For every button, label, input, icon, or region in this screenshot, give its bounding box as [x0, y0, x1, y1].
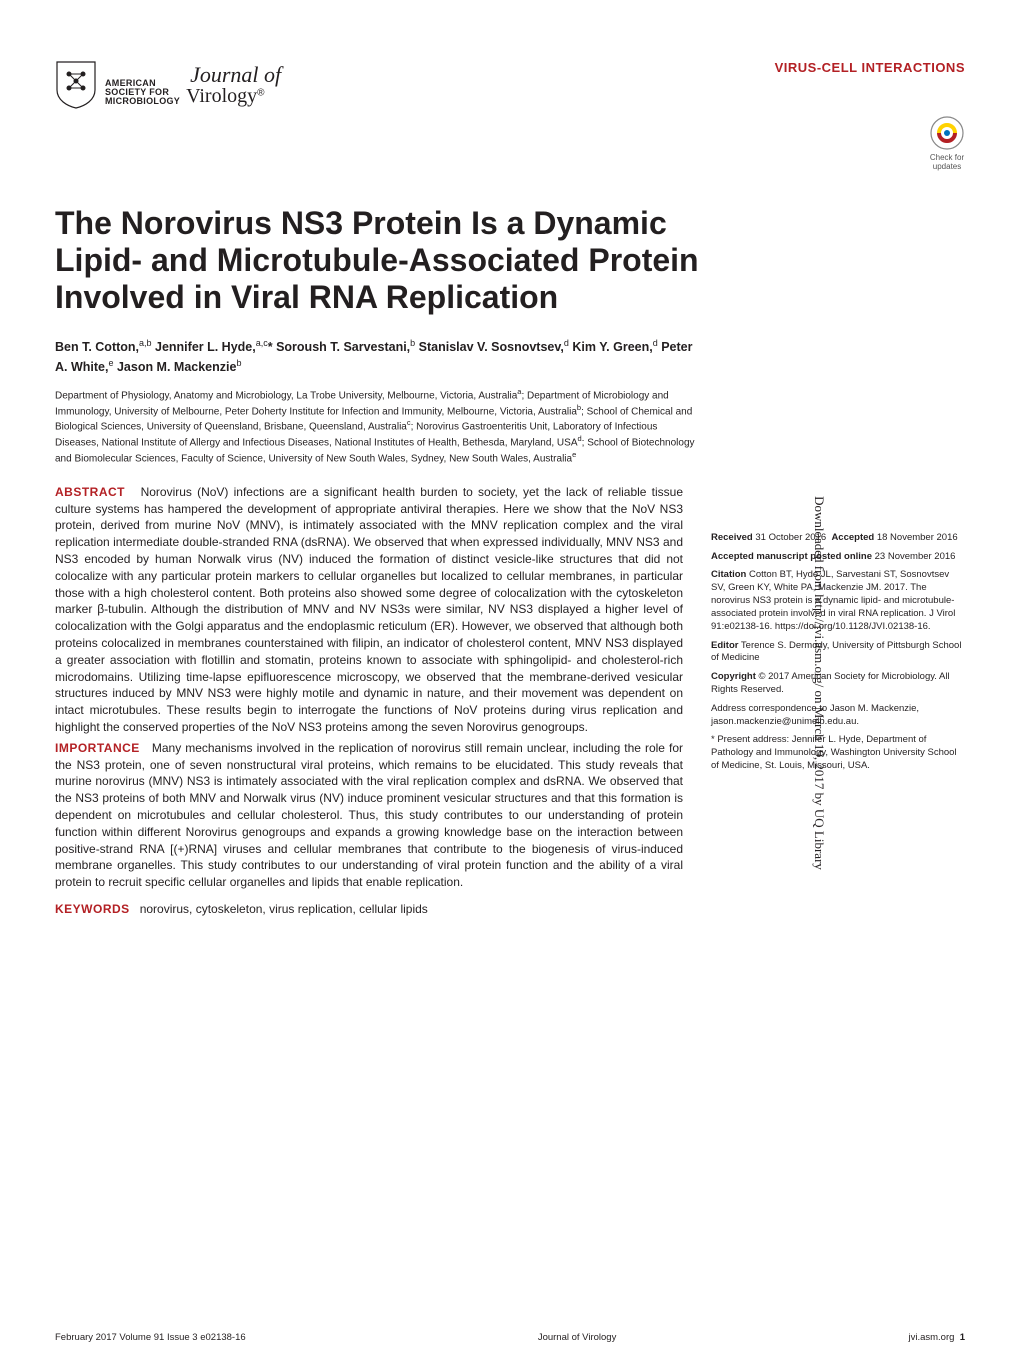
copyright-label: Copyright [711, 671, 756, 682]
importance-text: Many mechanisms involved in the replicat… [55, 741, 683, 889]
crossmark-line1: Check for [929, 153, 965, 162]
abstract-label: ABSTRACT [55, 485, 125, 499]
posted-label: Accepted manuscript posted online [711, 551, 872, 562]
posted-date: 23 November 2016 [875, 551, 956, 562]
download-watermark: Downloaded from http://jvi.asm.org/ on M… [811, 496, 827, 870]
received-label: Received [711, 532, 753, 543]
logo-text: AMERICAN SOCIETY FOR MICROBIOLOGY Journa… [105, 64, 281, 106]
asm-shield-icon [55, 60, 97, 110]
copyright: Copyright © 2017 American Society for Mi… [711, 671, 965, 697]
section-label: VIRUS-CELL INTERACTIONS [775, 60, 965, 75]
editor-label: Editor [711, 640, 738, 651]
authors: Ben T. Cotton,a,b Jennifer L. Hyde,a,c* … [55, 337, 695, 376]
citation-label: Citation [711, 569, 746, 580]
abstract-paragraph: ABSTRACT Norovirus (NoV) infections are … [55, 484, 683, 736]
accepted-label: Accepted [831, 532, 874, 543]
crossmark-badge[interactable]: Check for updates [929, 115, 965, 171]
journal-logo: AMERICAN SOCIETY FOR MICROBIOLOGY Journa… [55, 60, 281, 110]
importance-label: IMPORTANCE [55, 741, 140, 755]
main-columns: ABSTRACT Norovirus (NoV) infections are … [55, 484, 965, 922]
accepted-date: 18 November 2016 [877, 532, 958, 543]
importance-paragraph: IMPORTANCE Many mechanisms involved in t… [55, 740, 683, 891]
editor: Editor Terence S. Dermody, University of… [711, 640, 965, 666]
posted-online: Accepted manuscript posted online 23 Nov… [711, 551, 965, 564]
present-address: * Present address: Jennifer L. Hyde, Dep… [711, 734, 965, 772]
correspondence: Address correspondence to Jason M. Macke… [711, 703, 965, 729]
footer-site: jvi.asm.org [908, 1332, 954, 1343]
crossmark-icon [929, 115, 965, 151]
affiliations: Department of Physiology, Anatomy and Mi… [55, 387, 695, 466]
keywords-line: KEYWORDS norovirus, cytoskeleton, virus … [55, 901, 683, 918]
journal-subname: Virology [186, 85, 257, 107]
keywords-label: KEYWORDS [55, 902, 130, 916]
registered-mark: ® [257, 88, 264, 99]
footer-center: Journal of Virology [538, 1332, 617, 1343]
journal-name: Journal of [190, 62, 281, 87]
page-footer: February 2017 Volume 91 Issue 3 e02138-1… [55, 1332, 965, 1343]
abstract-column: ABSTRACT Norovirus (NoV) infections are … [55, 484, 683, 922]
crossmark-line2: updates [929, 162, 965, 171]
citation-text: Cotton BT, Hyde JL, Sarvestani ST, Sosno… [711, 569, 955, 631]
keywords-text: norovirus, cytoskeleton, virus replicati… [140, 902, 428, 916]
asm-line3: MICROBIOLOGY [105, 97, 180, 106]
footer-right: jvi.asm.org 1 [908, 1332, 965, 1343]
footer-left: February 2017 Volume 91 Issue 3 e02138-1… [55, 1332, 246, 1343]
received-accepted: Received 31 October 2016 Accepted 18 Nov… [711, 532, 965, 545]
abstract-text: Norovirus (NoV) infections are a signifi… [55, 485, 683, 734]
page-header: AMERICAN SOCIETY FOR MICROBIOLOGY Journa… [55, 60, 965, 110]
editor-text: Terence S. Dermody, University of Pittsb… [711, 640, 961, 664]
article-title: The Norovirus NS3 Protein Is a Dynamic L… [55, 205, 715, 315]
meta-column: Received 31 October 2016 Accepted 18 Nov… [711, 484, 965, 779]
footer-page: 1 [960, 1332, 965, 1343]
citation: Citation Cotton BT, Hyde JL, Sarvestani … [711, 569, 965, 633]
